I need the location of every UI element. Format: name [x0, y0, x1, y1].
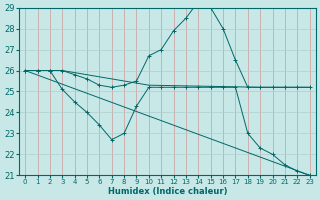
X-axis label: Humidex (Indice chaleur): Humidex (Indice chaleur): [108, 187, 227, 196]
